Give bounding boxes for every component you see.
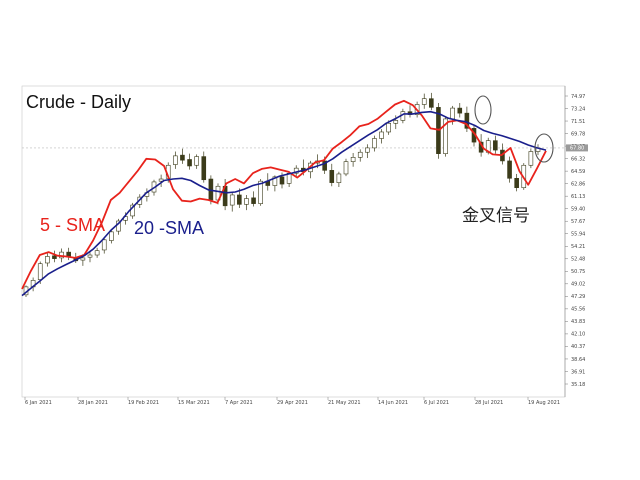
candle-down	[507, 160, 512, 179]
y-tick-label: 47.29	[571, 294, 585, 300]
x-tick-label: 21 May 2021	[328, 400, 361, 406]
sma5-label: 5 - SMA	[40, 215, 106, 235]
x-tick-label: 6 Jan 2021	[25, 400, 52, 406]
chart-title: Crude - Daily	[26, 92, 132, 112]
candle-up	[258, 180, 263, 204]
y-tick-label: 64.59	[571, 169, 585, 175]
candle-down	[464, 112, 470, 129]
sma20-line	[21, 110, 547, 297]
y-tick-label: 35.18	[571, 382, 585, 388]
candle-up	[37, 263, 43, 280]
candle-up	[173, 155, 178, 165]
candle-up	[94, 250, 100, 256]
sma20-label: 20 -SMA	[134, 218, 205, 238]
y-tick-label: 73.24	[571, 106, 585, 112]
y-tick-label: 55.94	[571, 232, 585, 238]
candle-down	[493, 140, 498, 151]
candle-down	[251, 197, 256, 204]
candle-up	[229, 194, 235, 206]
y-tick-label: 62.86	[571, 181, 585, 187]
candle-up	[272, 176, 278, 186]
candle-up	[372, 138, 377, 149]
y-tick-label: 43.83	[571, 319, 585, 325]
candle-up	[357, 151, 363, 158]
candle-up	[293, 167, 299, 174]
candle-down	[322, 160, 327, 171]
candle-up	[101, 239, 107, 251]
x-tick-label: 19 Aug 2021	[528, 400, 560, 406]
candle-up	[443, 118, 448, 154]
x-tick-label: 28 Jan 2021	[78, 400, 108, 406]
candle-up	[109, 231, 114, 241]
candle-up	[450, 107, 455, 120]
candle-up	[87, 254, 93, 258]
y-tick-label: 57.67	[571, 219, 585, 225]
candle-down	[514, 177, 519, 189]
y-tick-label: 45.56	[571, 307, 585, 313]
cross-circle-1	[474, 95, 492, 125]
candle-up	[343, 161, 349, 175]
x-tick-label: 14 Jun 2021	[378, 400, 408, 406]
candle-down	[180, 154, 185, 161]
y-tick-label: 66.32	[571, 156, 585, 162]
y-tick-label: 36.91	[571, 369, 585, 375]
current-price-box	[566, 144, 588, 152]
x-tick-label: 15 Mar 2021	[178, 400, 210, 406]
y-tick-label: 74.97	[571, 94, 585, 100]
candle-down	[329, 170, 335, 183]
y-tick-label: 49.02	[571, 282, 585, 288]
candle-up	[194, 156, 199, 166]
candle-up	[421, 98, 427, 105]
candle-down	[201, 156, 207, 181]
candle-up	[350, 157, 356, 162]
current-price-label: 67.80	[570, 146, 584, 152]
cross-circle-2	[534, 133, 554, 163]
y-tick-label: 54.21	[571, 244, 585, 250]
candle-up	[393, 120, 399, 124]
y-tick-label: 69.78	[571, 131, 585, 137]
y-tick-label: 42.10	[571, 332, 585, 338]
candle-down	[457, 107, 463, 114]
candle-up	[45, 256, 50, 264]
candle-up	[158, 178, 164, 182]
candle-up	[365, 147, 370, 153]
x-tick-label: 19 Feb 2021	[128, 400, 159, 406]
y-tick-label: 59.40	[571, 206, 585, 212]
y-tick-label: 38.64	[571, 357, 585, 363]
y-tick-label: 50.75	[571, 269, 585, 275]
x-tick-label: 6 Jul 2021	[424, 400, 449, 406]
x-tick-label: 29 Apr 2021	[277, 400, 308, 406]
x-tick-label: 7 Apr 2021	[225, 400, 253, 406]
candle-down	[187, 159, 192, 167]
candle-up	[80, 257, 86, 261]
candle-up	[336, 173, 342, 183]
candle-up	[386, 122, 391, 133]
candle-down	[429, 98, 434, 108]
sma5-line	[21, 99, 547, 290]
y-tick-label: 71.51	[571, 119, 585, 125]
y-tick-label: 52.48	[571, 257, 585, 263]
candle-up	[379, 131, 384, 139]
candle-down	[237, 194, 242, 205]
candle-up	[244, 198, 249, 205]
x-tick-label: 28 Jul 2021	[475, 400, 503, 406]
y-tick-label: 40.37	[571, 344, 585, 350]
candle-up	[528, 151, 534, 166]
candle-down	[52, 255, 57, 259]
golden-cross-annotation: 金叉信号	[462, 206, 530, 226]
y-tick-label: 61.13	[571, 194, 585, 200]
candle-down	[279, 176, 285, 185]
